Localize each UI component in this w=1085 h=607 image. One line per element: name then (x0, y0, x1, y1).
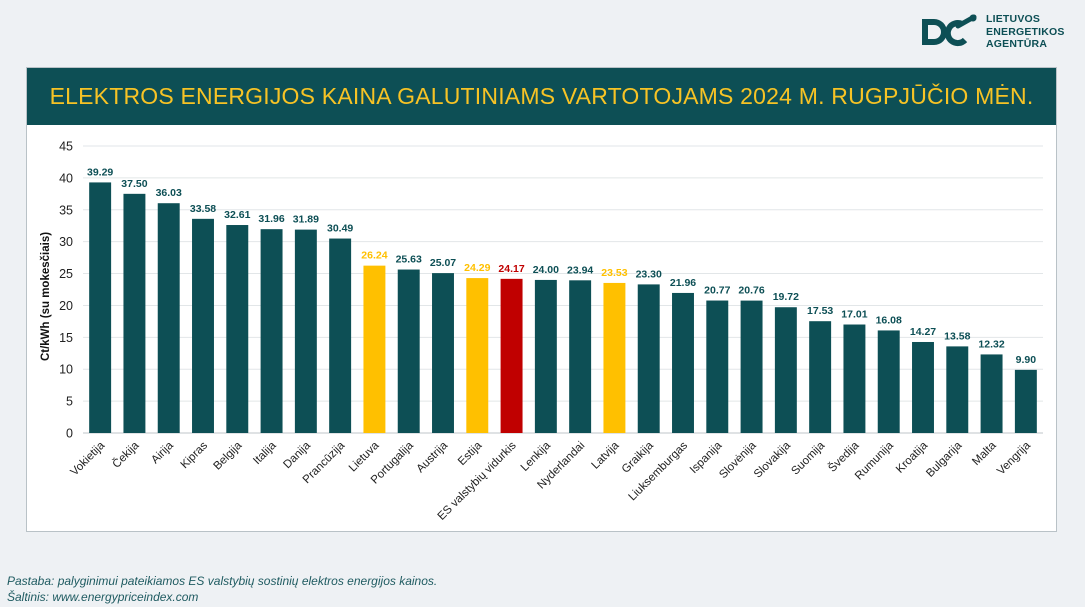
data-label: 20.77 (704, 285, 730, 297)
x-tick-label: Liuksemburgas (626, 439, 690, 503)
bar (774, 307, 797, 433)
data-label: 17.01 (841, 309, 867, 321)
bar (89, 182, 112, 433)
x-tick-label: Austrija (415, 439, 451, 475)
x-tick-label: Airija (149, 439, 176, 466)
logo-text: LIETUVOS ENERGETIKOS AGENTŪRA (986, 13, 1065, 51)
footnote-source: Šaltinis: www.energypriceindex.com (7, 590, 199, 604)
bar (432, 273, 454, 433)
data-label: 30.49 (327, 223, 353, 235)
data-label: 26.24 (361, 250, 387, 262)
y-axis-label: Ct/kWh (su mokesčiais) (40, 232, 52, 361)
x-tick-label: Vokietija (68, 439, 107, 478)
bar (843, 324, 866, 433)
y-tick-label: 45 (59, 140, 73, 154)
bar (500, 278, 523, 433)
data-label: 20.76 (738, 285, 764, 297)
data-label: 21.96 (670, 277, 696, 289)
bar (912, 341, 934, 433)
data-label: 37.50 (121, 178, 147, 190)
y-tick-label: 25 (59, 267, 73, 281)
logo-line-2: ENERGETIKOS (986, 25, 1065, 38)
y-tick-label: 30 (59, 235, 73, 249)
x-tick-label: Lenkija (519, 439, 554, 474)
data-label: 13.58 (944, 330, 970, 342)
bar (569, 280, 592, 433)
bar (637, 284, 660, 433)
bar (534, 279, 557, 433)
data-label: 33.58 (190, 203, 216, 215)
logo-line-1: LIETUVOS (986, 13, 1041, 26)
logo-line-3: AGENTŪRA (986, 38, 1048, 51)
bar (226, 225, 249, 433)
y-tick-label: 15 (59, 331, 73, 345)
title-banner: ELEKTROS ENERGIJOS KAINA GALUTINIAMS VAR… (27, 68, 1056, 125)
x-tick-label: Slovakija (752, 439, 793, 480)
bar (980, 354, 1003, 433)
chart-title: ELEKTROS ENERGIJOS KAINA GALUTINIAMS VAR… (49, 83, 1034, 109)
agency-logo: LIETUVOS ENERGETIKOS AGENTŪRA (918, 10, 1078, 54)
data-label: 39.29 (87, 166, 113, 178)
data-label: 16.08 (876, 314, 902, 326)
data-label: 25.63 (396, 254, 422, 266)
x-tick-label: Latvija (590, 439, 622, 471)
bar (877, 330, 900, 433)
data-label: 24.29 (464, 262, 490, 274)
data-label: 14.27 (910, 326, 936, 338)
x-tick-label: Čekija (110, 439, 142, 471)
bar (1014, 369, 1037, 433)
bar-chart: 0 5 10 15 20 25 30 35 40 45 Ct/kWh (su mokesčiais)… (40, 140, 1043, 523)
data-label: 23.94 (567, 264, 593, 276)
x-tick-label: Italija (251, 439, 279, 467)
lea-logo-icon (922, 14, 977, 47)
x-tick-label: Bulgarija (924, 439, 965, 480)
bar (809, 321, 832, 433)
y-tick-label: 20 (59, 299, 73, 313)
bar (123, 193, 146, 433)
data-label: 31.89 (293, 214, 319, 226)
y-tick-label: 5 (66, 395, 73, 409)
data-label: 36.03 (156, 187, 182, 199)
chart-frame: ELEKTROS ENERGIJOS KAINA GALUTINIAMS VAR… (26, 67, 1057, 532)
bar (706, 300, 729, 433)
data-label: 23.53 (601, 267, 627, 279)
footnote-note: Pastaba: palyginimui pateikiamos ES vals… (7, 574, 438, 588)
bar (466, 278, 489, 433)
data-label: 31.96 (258, 213, 284, 225)
x-tick-label: Slovėnija (717, 439, 759, 481)
y-tick-label: 40 (59, 171, 73, 185)
x-tick-label: Danija (281, 439, 313, 471)
data-label: 19.72 (773, 291, 799, 303)
data-label: 9.90 (1016, 354, 1037, 366)
data-label: 23.30 (636, 268, 662, 280)
y-tick-label: 35 (59, 203, 73, 217)
x-tick-label: Rumunija (853, 439, 896, 482)
data-label: 25.07 (430, 257, 456, 269)
x-tick-label: Malta (970, 439, 999, 468)
x-tick-label: Estija (456, 439, 485, 468)
bar (946, 346, 969, 433)
data-label: 17.53 (807, 305, 833, 317)
y-tick-label: 0 (66, 427, 73, 441)
bar (157, 203, 180, 433)
y-tick-label: 10 (59, 363, 73, 377)
data-label: 24.00 (533, 264, 559, 276)
bar (672, 292, 694, 433)
bar (294, 229, 317, 433)
bar (397, 269, 420, 433)
x-tick-label: Suomija (789, 439, 827, 477)
bar (363, 265, 386, 433)
data-label: 12.32 (978, 338, 1004, 350)
data-label: 32.61 (224, 209, 250, 221)
bar (603, 282, 626, 433)
bar (192, 218, 214, 433)
data-label: 24.17 (498, 263, 524, 275)
bar (260, 229, 283, 433)
x-tick-label: Belgija (212, 439, 245, 472)
bar (329, 238, 352, 433)
bar (740, 300, 763, 433)
x-tick-label: Vengrija (995, 439, 1033, 477)
x-tick-label: Kipras (179, 439, 211, 471)
